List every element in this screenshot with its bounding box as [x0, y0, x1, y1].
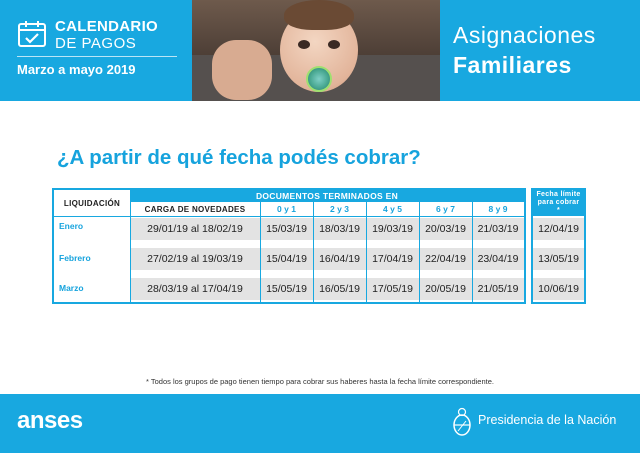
header-fecha-limite: Fecha límite para cobrar * [533, 190, 584, 216]
brand-title-line1: Asignaciones [453, 22, 596, 48]
grid-line [54, 216, 524, 217]
brand-title-line2: Familiares [453, 52, 572, 78]
grid-line [472, 202, 473, 302]
grid-line [130, 190, 131, 302]
digit-label: 2 y 3 [330, 204, 349, 214]
deadline-cell: 10/06/19 [533, 278, 584, 300]
calendar-title-block: CALENDARIO DE PAGOS Marzo a mayo 2019 [0, 0, 192, 101]
date-cell: 15/04/19 [260, 248, 313, 270]
digit-label: 0 y 1 [277, 204, 296, 214]
header-digit-2-3: 2 y 3 [313, 202, 366, 216]
grid-line [419, 202, 420, 302]
digit-label: 8 y 9 [488, 204, 508, 214]
photo-arm [212, 40, 272, 100]
deadline-column: Fecha límite para cobrar * 12/04/19 13/0… [531, 188, 586, 304]
calendar-check-icon [18, 21, 46, 47]
date-cell: 17/05/19 [366, 278, 419, 300]
row-label-febrero: Febrero [59, 253, 91, 263]
grid-line [313, 202, 314, 302]
header-digit-4-5: 4 y 5 [366, 202, 419, 216]
calendar-title-line2: DE PAGOS [55, 35, 137, 52]
digit-label: 4 y 5 [383, 204, 402, 214]
header-banner: CALENDARIO DE PAGOS Marzo a mayo 2019 As… [0, 0, 640, 101]
payment-table: LIQUIDACIÓN DOCUMENTOS TERMINADOS EN CAR… [52, 188, 526, 304]
photo-eye [298, 40, 310, 49]
footer-banner: anses Presidencia de la Nación [0, 394, 640, 453]
grid-line [260, 202, 261, 302]
footnote: * Todos los grupos de pago tienen tiempo… [146, 377, 494, 386]
date-cell: 21/05/19 [472, 278, 524, 300]
anses-logo: anses [17, 407, 83, 434]
photo-eye [328, 40, 340, 49]
date-cell: 22/04/19 [419, 248, 472, 270]
photo-baby-hair [284, 0, 354, 30]
date-cell: 18/03/19 [313, 218, 366, 240]
deadline-cell: 13/05/19 [533, 248, 584, 270]
coat-of-arms-icon [453, 407, 471, 436]
carga-marzo: 28/03/19 al 17/04/19 [130, 278, 260, 300]
calendar-period: Marzo a mayo 2019 [17, 62, 136, 77]
row-label-marzo: Marzo [59, 283, 84, 293]
header-carga-label: CARGA DE NOVEDADES [144, 204, 246, 214]
photo-pacifier [306, 66, 332, 92]
date-cell: 16/05/19 [313, 278, 366, 300]
carga-febrero: 27/02/19 al 19/03/19 [130, 248, 260, 270]
baby-photo [192, 0, 440, 101]
header-documentos: DOCUMENTOS TERMINADOS EN [130, 190, 524, 202]
date-cell: 23/04/19 [472, 248, 524, 270]
date-cell: 15/05/19 [260, 278, 313, 300]
presidencia-label: Presidencia de la Nación [478, 413, 617, 427]
date-cell: 16/04/19 [313, 248, 366, 270]
row-label-enero: Enero [59, 221, 84, 231]
header-liquidacion-label: LIQUIDACIÓN [63, 198, 121, 208]
header-carga: CARGA DE NOVEDADES [130, 202, 260, 216]
carga-enero: 29/01/19 al 18/02/19 [130, 218, 260, 240]
date-cell: 19/03/19 [366, 218, 419, 240]
date-cell: 17/04/19 [366, 248, 419, 270]
divider [17, 56, 177, 57]
date-cell: 20/05/19 [419, 278, 472, 300]
header-liquidacion: LIQUIDACIÓN [54, 190, 130, 216]
digit-label: 6 y 7 [436, 204, 455, 214]
deadline-cell: 12/04/19 [533, 218, 584, 240]
header-digit-0-1: 0 y 1 [260, 202, 313, 216]
header-documentos-label: DOCUMENTOS TERMINADOS EN [255, 191, 399, 201]
header-digit-6-7: 6 y 7 [419, 202, 472, 216]
page-heading: ¿A partir de qué fecha podés cobrar? [57, 146, 421, 169]
date-cell: 15/03/19 [260, 218, 313, 240]
date-cell: 20/03/19 [419, 218, 472, 240]
header-digit-8-9: 8 y 9 [472, 202, 524, 216]
calendar-title-line1: CALENDARIO [55, 18, 158, 35]
grid-line [366, 202, 367, 302]
date-cell: 21/03/19 [472, 218, 524, 240]
